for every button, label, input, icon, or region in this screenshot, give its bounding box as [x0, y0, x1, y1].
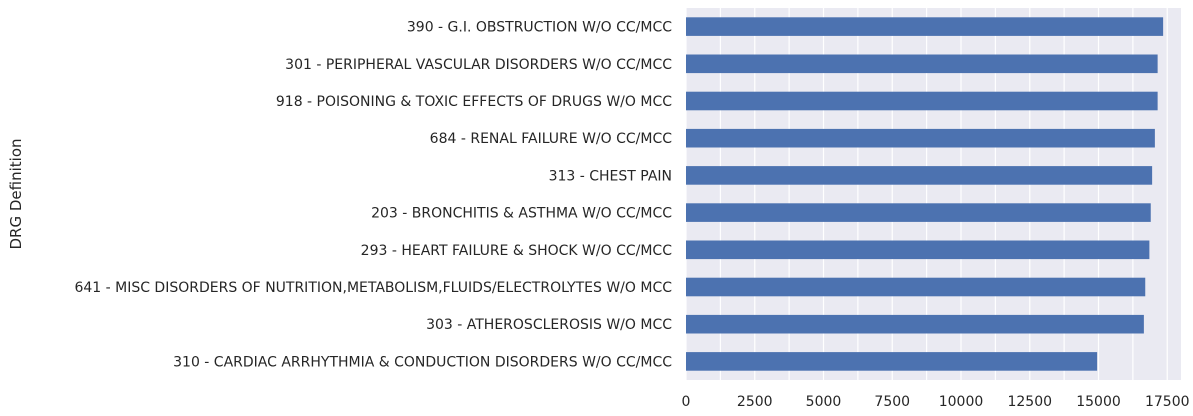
category-label: 390 - G.I. OBSTRUCTION W/O CC/MCC: [407, 20, 672, 36]
x-tick-label: 5000: [806, 394, 842, 410]
y-axis-title: DRG Definition: [7, 139, 25, 250]
bar: [686, 54, 1158, 74]
x-tick-label: 0: [682, 394, 691, 410]
bar: [686, 128, 1155, 148]
category-label: 641 - MISC DISORDERS OF NUTRITION,METABO…: [74, 280, 672, 296]
x-tick-label: 12500: [1007, 394, 1052, 410]
category-label: 203 - BRONCHITIS & ASTHMA W/O CC/MCC: [371, 206, 672, 222]
category-labels: 390 - G.I. OBSTRUCTION W/O CC/MCC 301 - P…: [74, 20, 672, 371]
bar: [686, 203, 1151, 222]
bar: [686, 166, 1153, 185]
x-tick-label: 10000: [939, 394, 984, 410]
x-tick-label: 17500: [1145, 394, 1190, 410]
category-label: 303 - ATHEROSCLEROSIS W/O MCC: [426, 317, 672, 333]
category-label: 310 - CARDIAC ARRHYTHMIA & CONDUCTION DI…: [173, 354, 672, 370]
bar: [686, 240, 1150, 260]
category-label: 301 - PERIPHERAL VASCULAR DISORDERS W/O …: [285, 57, 672, 73]
bar: [686, 17, 1164, 36]
x-tick-labels: 0 2500 5000 7500 10000 12500 15000 17500: [682, 394, 1190, 410]
bar: [686, 277, 1146, 297]
bar: [686, 91, 1158, 111]
category-label: 684 - RENAL FAILURE W/O CC/MCC: [430, 131, 673, 147]
x-tick-label: 2500: [737, 394, 773, 410]
bars: [686, 17, 1164, 371]
bar: [686, 352, 1098, 371]
category-label: 313 - CHEST PAIN: [549, 168, 672, 184]
category-label: 918 - POISONING & TOXIC EFFECTS OF DRUGS…: [276, 94, 672, 110]
category-label: 293 - HEART FAILURE & SHOCK W/O CC/MCC: [361, 243, 673, 259]
bar: [686, 314, 1144, 334]
x-tick-label: 15000: [1076, 394, 1121, 410]
x-tick-label: 7500: [874, 394, 910, 410]
